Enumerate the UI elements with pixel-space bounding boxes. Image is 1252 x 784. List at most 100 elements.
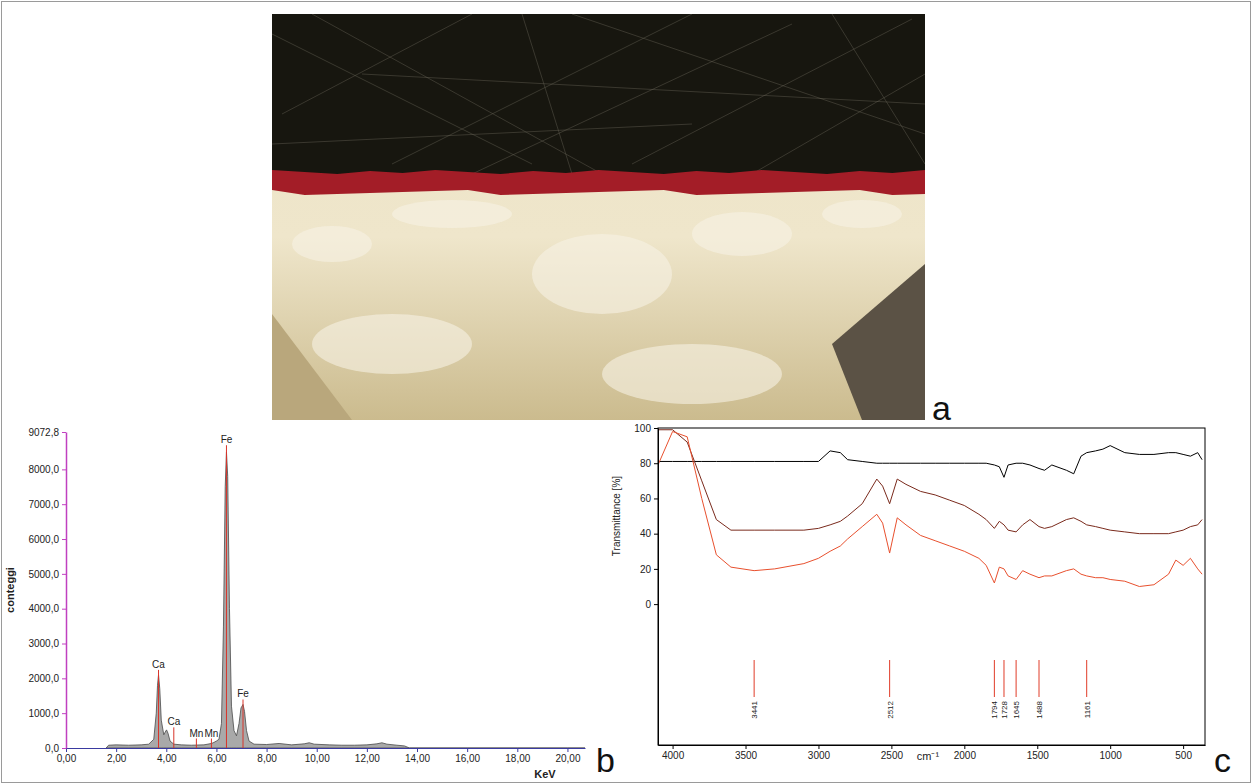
photo-shadow (272, 314, 352, 420)
panel-label: b (596, 741, 615, 779)
figure-frame (2, 2, 1251, 783)
tick: 4000 (662, 745, 685, 761)
tick-mark (62, 539, 66, 540)
tick-mark (317, 748, 318, 752)
tick-label: 6000,0 (28, 534, 59, 545)
photo-stone (272, 14, 925, 420)
tick-mark (654, 463, 658, 464)
peak-label: Fe (237, 688, 249, 699)
tick: 2500 (881, 745, 904, 761)
tick-mark (166, 748, 167, 752)
tick: 1000 (1100, 745, 1123, 761)
tick-label: 4,00 (157, 753, 177, 764)
tick: 1000,0 (28, 708, 66, 719)
tick-label: 8000,0 (28, 464, 59, 475)
axis-line (66, 433, 68, 749)
peak-marker (754, 660, 755, 697)
peak-label: 1161 (1083, 700, 1092, 718)
tick-mark (654, 428, 658, 429)
tick: 9072,8 (28, 427, 66, 438)
tick: 7000,0 (28, 499, 66, 510)
tick: 500 (1175, 745, 1192, 761)
tick: 80 (640, 458, 658, 469)
tick-mark (1110, 745, 1111, 749)
peak-marker (1039, 660, 1040, 697)
tick: 8000,0 (28, 464, 66, 475)
photo-scratch (272, 124, 692, 144)
peak-label: 2512 (886, 700, 895, 718)
plot-area (658, 430, 1202, 587)
peak-marker (173, 727, 174, 748)
tick: 0 (645, 599, 658, 610)
tick: 8,00 (257, 748, 277, 764)
tick-label: 0,0 (45, 743, 59, 754)
tick-label: 1500 (1027, 750, 1050, 761)
tick: 2,00 (107, 748, 127, 764)
axis-title: cm⁻¹ (917, 750, 940, 762)
tick: 3000,0 (28, 638, 66, 649)
axis-line (658, 429, 659, 746)
peak-label: Ca (152, 659, 165, 670)
plot-area (106, 445, 585, 748)
tick-mark (62, 504, 66, 505)
tick: 6,00 (207, 748, 227, 764)
tick: 10,00 (305, 748, 330, 764)
tick-label: 6,00 (207, 753, 227, 764)
photo-scratch (472, 24, 792, 174)
peak-marker (243, 699, 244, 748)
tick-mark (818, 745, 819, 749)
peak-label: 1794 (990, 700, 999, 718)
photo-scratch (572, 14, 925, 134)
axis: 0,0 1000,0 2000,0 3000,0 4000,0 5000,0 6000,0 7… (28, 427, 66, 754)
tick-label: 2000 (954, 750, 977, 761)
peak-marker (211, 739, 212, 748)
axis: 0,002,004,006,008,0010,0012,0014,0016,00… (57, 748, 586, 764)
tick-mark (654, 498, 658, 499)
spectrum-line (658, 430, 1202, 534)
peak-marker (1086, 660, 1087, 697)
peak-label: 1728 (1000, 700, 1009, 718)
photo-crystal (392, 200, 512, 228)
tick: 0,0 (45, 743, 66, 754)
peak-marker (889, 660, 890, 697)
tick-mark (654, 569, 658, 570)
axis-title: KeV (534, 768, 556, 780)
peak-marker (226, 445, 227, 748)
tick-label: 1000,0 (28, 708, 59, 719)
tick-mark (964, 745, 965, 749)
tick: 2000 (954, 745, 977, 761)
tick-label: 4000 (662, 750, 685, 761)
tick-label: 4000,0 (28, 603, 59, 614)
axis: 020406080100 (634, 423, 658, 746)
peak-marker (158, 670, 159, 748)
tick-label: 3000,0 (28, 638, 59, 649)
tick-mark (267, 748, 268, 752)
axis-line (659, 745, 1206, 746)
axis: 4000350030002500200015001000500 (659, 745, 1206, 761)
tick-label: 20,00 (555, 753, 580, 764)
photo-crystal (312, 314, 472, 374)
tick: 40 (640, 528, 658, 539)
tick-mark (654, 534, 658, 535)
tick-mark (417, 748, 418, 752)
peak-marker (994, 660, 995, 697)
tick-mark (62, 678, 66, 679)
photo-crystal (822, 200, 902, 228)
tick-label: 3500 (735, 750, 758, 761)
tick: 16,00 (455, 748, 480, 764)
tick: 18,00 (505, 748, 530, 764)
photo (272, 14, 925, 420)
peak-label: Mn (189, 728, 203, 739)
peak-label: 1488 (1035, 700, 1044, 718)
tick-mark (62, 432, 66, 433)
tick: 14,00 (405, 748, 430, 764)
peak-marker (1003, 660, 1004, 697)
tick-mark (673, 745, 674, 749)
peak-label: 1645 (1012, 700, 1021, 718)
tick-label: 1000 (1100, 750, 1123, 761)
tick-mark (62, 609, 66, 610)
photo-resin (272, 14, 925, 176)
tick-label: 5000,0 (28, 569, 59, 580)
peak-label: Ca (167, 716, 180, 727)
tick-label: 2000,0 (28, 673, 59, 684)
